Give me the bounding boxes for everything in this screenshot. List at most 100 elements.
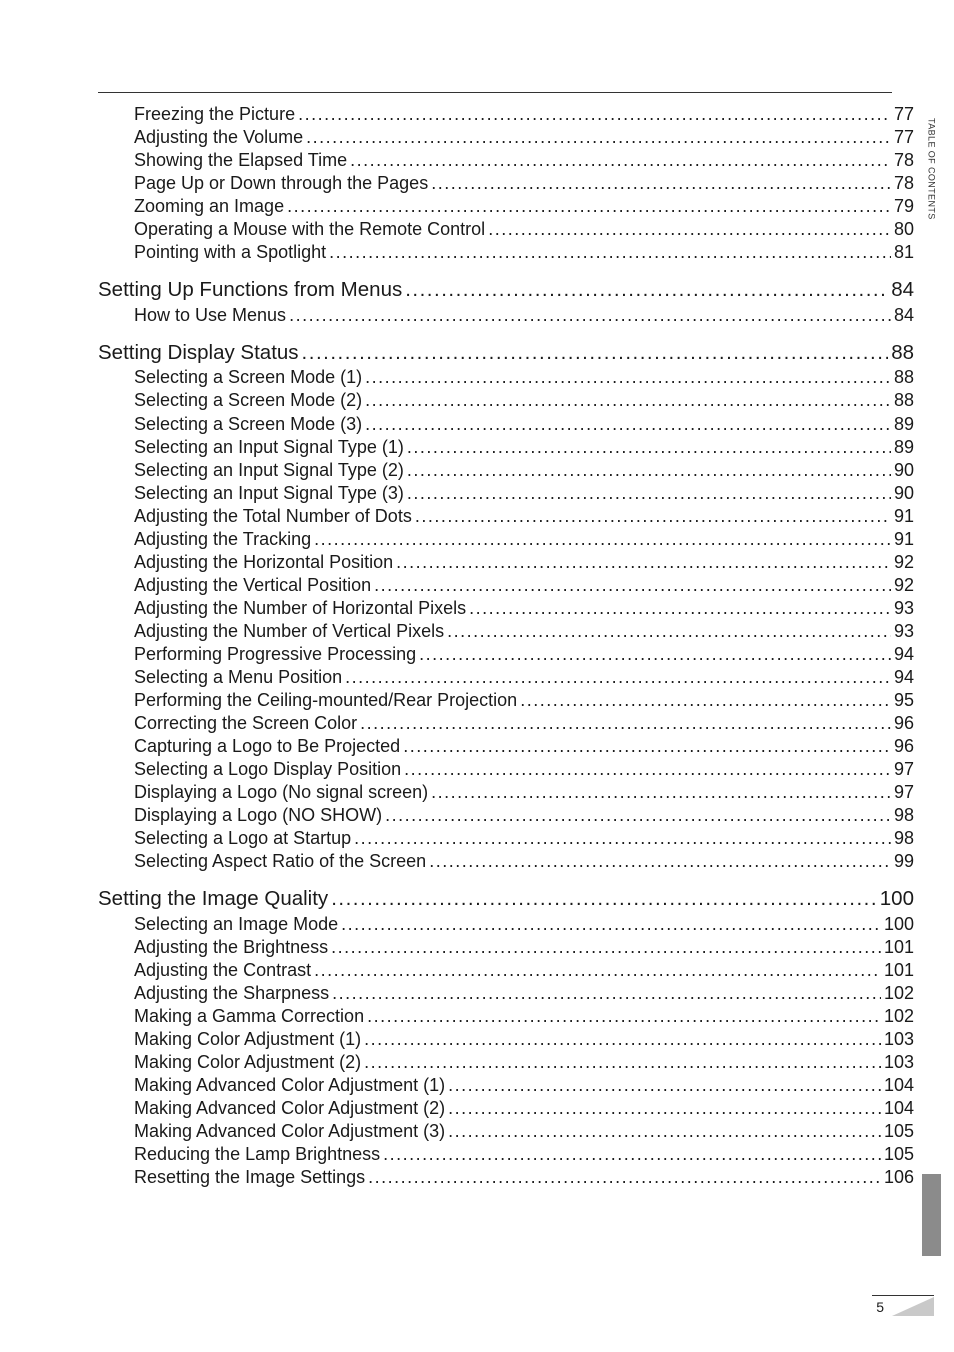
toc-entry[interactable]: Selecting a Screen Mode (2) ............… <box>98 389 916 412</box>
toc-leader-dots: ........................................… <box>448 1097 881 1120</box>
toc-entry[interactable]: Selecting a Screen Mode (3) ............… <box>98 413 916 436</box>
toc-item-label: Making Color Adjustment (1) <box>134 1028 361 1051</box>
toc-entry[interactable]: Adjusting the Number of Horizontal Pixel… <box>98 597 916 620</box>
toc-item-page: 97 <box>894 781 916 804</box>
toc-item-label: Adjusting the Tracking <box>134 528 311 551</box>
toc-item-label: Selecting an Input Signal Type (3) <box>134 482 404 505</box>
toc-item-page: 89 <box>894 413 916 436</box>
toc-leader-dots: ........................................… <box>287 195 891 218</box>
toc-item-label: Performing Progressive Processing <box>134 643 416 666</box>
toc-entry[interactable]: Displaying a Logo (No signal screen) ...… <box>98 781 916 804</box>
toc-entry[interactable]: Making Advanced Color Adjustment (3) ...… <box>98 1120 916 1143</box>
toc-entry[interactable]: Selecting an Image Mode ................… <box>98 913 916 936</box>
toc-entry[interactable]: Selecting an Input Signal Type (1) .....… <box>98 436 916 459</box>
toc-leader-dots: ........................................… <box>289 304 891 327</box>
toc-leader-dots: ........................................… <box>331 936 881 959</box>
toc-entry[interactable]: Adjusting the Vertical Position ........… <box>98 574 916 597</box>
toc-entry[interactable]: Making Advanced Color Adjustment (1) ...… <box>98 1074 916 1097</box>
toc-entry[interactable]: Performing the Ceiling-mounted/Rear Proj… <box>98 689 916 712</box>
toc-item-page: 97 <box>894 758 916 781</box>
toc-entry[interactable]: Setting Display Status .................… <box>98 341 916 366</box>
toc-section-label: Setting Up Functions from Menus <box>98 278 402 303</box>
toc-entry[interactable]: Adjusting the Contrast .................… <box>98 959 916 982</box>
toc-leader-dots: ........................................… <box>332 982 881 1005</box>
toc-item-page: 101 <box>884 959 916 982</box>
toc-entry[interactable]: Page Up or Down through the Pages ......… <box>98 172 916 195</box>
toc-entry[interactable]: Adjusting the Tracking .................… <box>98 528 916 551</box>
toc-section-label: Setting Display Status <box>98 341 299 366</box>
toc-item-page: 93 <box>894 597 916 620</box>
toc-item-page: 92 <box>894 574 916 597</box>
toc-item-page: 96 <box>894 735 916 758</box>
toc-entry[interactable]: Selecting a Logo Display Position ......… <box>98 758 916 781</box>
toc-item-label: Adjusting the Number of Horizontal Pixel… <box>134 597 466 620</box>
toc-leader-dots: ........................................… <box>447 620 891 643</box>
toc-item-page: 88 <box>894 366 916 389</box>
toc-entry[interactable]: Making Color Adjustment (1) ............… <box>98 1028 916 1051</box>
toc-item-label: Performing the Ceiling-mounted/Rear Proj… <box>134 689 517 712</box>
toc-entry[interactable]: How to Use Menus .......................… <box>98 304 916 327</box>
toc-item-page: 89 <box>894 436 916 459</box>
toc-entry[interactable]: Pointing with a Spotlight ..............… <box>98 241 916 264</box>
toc-item-label: How to Use Menus <box>134 304 286 327</box>
toc-entry[interactable]: Selecting an Input Signal Type (2) .....… <box>98 459 916 482</box>
toc-item-page: 81 <box>894 241 916 264</box>
toc-leader-dots: ........................................… <box>329 241 891 264</box>
toc-item-label: Page Up or Down through the Pages <box>134 172 428 195</box>
toc-entry[interactable]: Zooming an Image .......................… <box>98 195 916 218</box>
toc-entry[interactable]: Adjusting the Number of Vertical Pixels … <box>98 620 916 643</box>
toc-entry[interactable]: Selecting a Logo at Startup ............… <box>98 827 916 850</box>
toc-leader-dots: ........................................… <box>488 218 891 241</box>
toc-item-page: 93 <box>894 620 916 643</box>
toc-entry[interactable]: Selecting a Screen Mode (1) ............… <box>98 366 916 389</box>
toc-item-page: 79 <box>894 195 916 218</box>
toc-entry[interactable]: Capturing a Logo to Be Projected .......… <box>98 735 916 758</box>
toc-item-label: Selecting Aspect Ratio of the Screen <box>134 850 426 873</box>
toc-entry[interactable]: Displaying a Logo (NO SHOW) ............… <box>98 804 916 827</box>
toc-entry[interactable]: Making Advanced Color Adjustment (2) ...… <box>98 1097 916 1120</box>
toc-item-label: Adjusting the Volume <box>134 126 303 149</box>
toc-leader-dots: ........................................… <box>448 1120 881 1143</box>
toc-entry[interactable]: Making a Gamma Correction ..............… <box>98 1005 916 1028</box>
toc-entry[interactable]: Freezing the Picture ...................… <box>98 103 916 126</box>
toc-leader-dots: ........................................… <box>314 528 891 551</box>
toc-leader-dots: ........................................… <box>407 482 891 505</box>
toc-entry[interactable]: Showing the Elapsed Time ...............… <box>98 149 916 172</box>
toc-leader-dots: ........................................… <box>302 341 889 366</box>
toc-entry[interactable]: Adjusting the Horizontal Position ......… <box>98 551 916 574</box>
toc-entry[interactable]: Selecting an Input Signal Type (3) .....… <box>98 482 916 505</box>
toc-leader-dots: ........................................… <box>364 1028 881 1051</box>
toc-item-page: 98 <box>894 804 916 827</box>
toc-leader-dots: ........................................… <box>331 887 877 912</box>
toc-item-page: 98 <box>894 827 916 850</box>
toc-leader-dots: ........................................… <box>396 551 891 574</box>
toc-leader-dots: ........................................… <box>360 712 891 735</box>
toc-item-page: 77 <box>894 103 916 126</box>
toc-entry[interactable]: Adjusting the Volume ...................… <box>98 126 916 149</box>
toc-entry[interactable]: Setting the Image Quality ..............… <box>98 887 916 912</box>
toc-item-page: 91 <box>894 505 916 528</box>
toc-leader-dots: ........................................… <box>448 1074 881 1097</box>
toc-leader-dots: ........................................… <box>341 913 881 936</box>
toc-leader-dots: ........................................… <box>314 959 881 982</box>
toc-entry[interactable]: Setting Up Functions from Menus ........… <box>98 278 916 303</box>
toc-leader-dots: ........................................… <box>367 1005 881 1028</box>
toc-leader-dots: ........................................… <box>415 505 891 528</box>
toc-entry[interactable]: Correcting the Screen Color ............… <box>98 712 916 735</box>
toc-entry[interactable]: Reducing the Lamp Brightness ...........… <box>98 1143 916 1166</box>
toc-entry[interactable]: Selecting a Menu Position ..............… <box>98 666 916 689</box>
toc-entry[interactable]: Adjusting the Total Number of Dots .....… <box>98 505 916 528</box>
toc-item-page: 78 <box>894 149 916 172</box>
toc-item-page: 84 <box>894 304 916 327</box>
toc-entry[interactable]: Resetting the Image Settings ...........… <box>98 1166 916 1189</box>
toc-entry[interactable]: Adjusting the Sharpness ................… <box>98 982 916 1005</box>
toc-item-label: Displaying a Logo (NO SHOW) <box>134 804 382 827</box>
corner-triangle-icon <box>892 1297 934 1316</box>
toc-entry[interactable]: Making Color Adjustment (2) ............… <box>98 1051 916 1074</box>
toc-entry[interactable]: Selecting Aspect Ratio of the Screen ...… <box>98 850 916 873</box>
toc-item-page: 88 <box>894 389 916 412</box>
toc-entry[interactable]: Operating a Mouse with the Remote Contro… <box>98 218 916 241</box>
toc-entry[interactable]: Adjusting the Brightness ...............… <box>98 936 916 959</box>
toc-entry[interactable]: Performing Progressive Processing ......… <box>98 643 916 666</box>
footer-rule <box>872 1295 934 1296</box>
